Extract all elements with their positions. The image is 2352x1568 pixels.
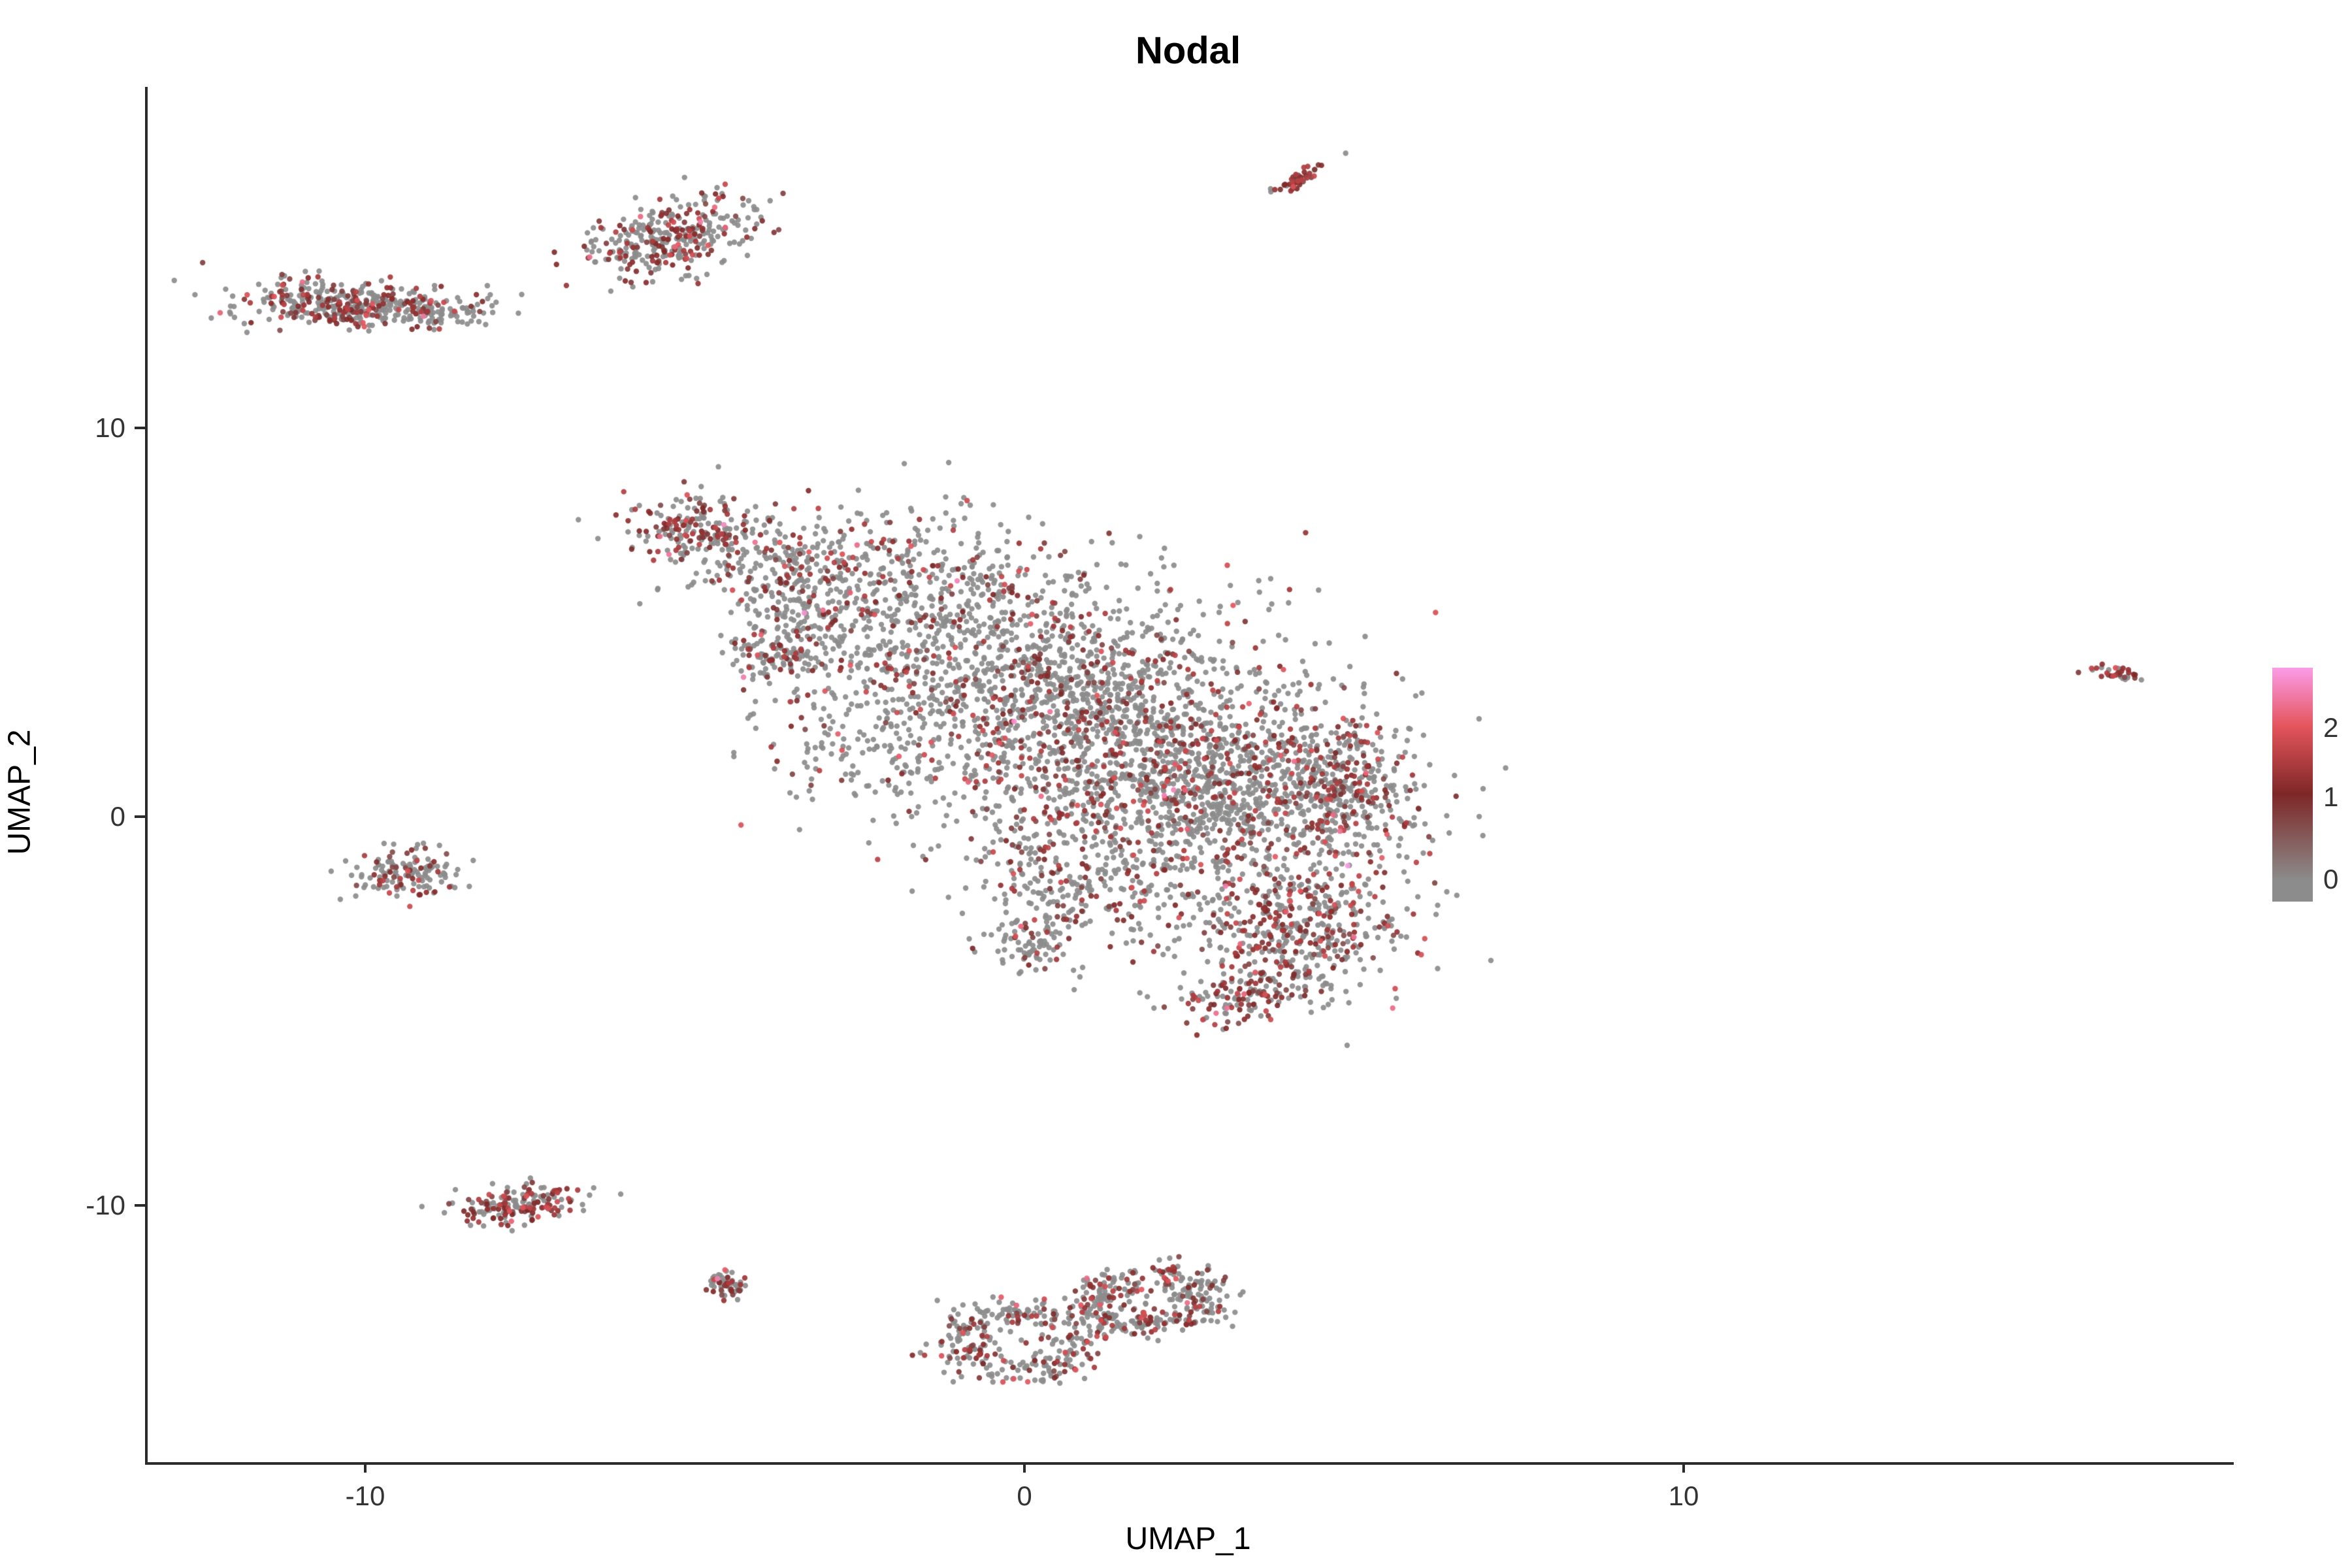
y-tick-label: -10	[86, 1190, 125, 1220]
x-tick-label: -10	[345, 1480, 385, 1511]
x-tick-mark	[1023, 1462, 1026, 1473]
y-tick-mark	[135, 815, 145, 818]
scatter-canvas	[145, 87, 2231, 1462]
legend-tick-label: 0	[2323, 864, 2339, 894]
y-axis-title: UMAP_2	[2, 729, 37, 855]
legend-tick-label: 1	[2323, 781, 2339, 812]
legend-colorbar	[2272, 668, 2313, 902]
x-axis-title: UMAP_1	[1125, 1522, 1251, 1556]
x-tick-label: 10	[1668, 1480, 1699, 1511]
x-tick-mark	[1682, 1462, 1685, 1473]
x-tick-label: 0	[1017, 1480, 1032, 1511]
y-tick-label: 10	[95, 412, 125, 443]
x-tick-mark	[364, 1462, 367, 1473]
y-tick-mark	[135, 1204, 145, 1207]
y-tick-label: 0	[110, 801, 125, 832]
y-tick-mark	[135, 427, 145, 429]
plot-title: Nodal	[1135, 29, 1241, 72]
legend-tick-label: 2	[2323, 712, 2339, 743]
